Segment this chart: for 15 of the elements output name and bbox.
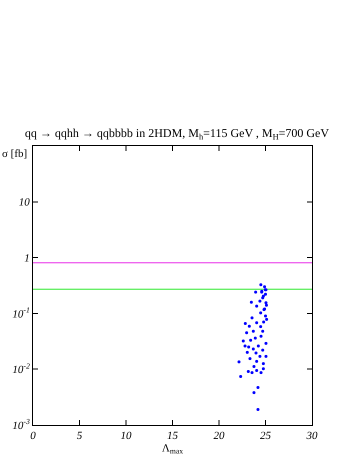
x-tick-label: 10 <box>120 430 132 442</box>
x-tick-label: 20 <box>214 430 225 442</box>
x-tick-label: 15 <box>167 430 178 442</box>
chart-title: qq → qqhh → qqbbbb in 2HDM, M$_{h}$=115 GeV , M$_{H}$=700 GeV <box>24 126 330 142</box>
x-axis-title: Λ$_{max}$ <box>162 442 184 456</box>
x-tick-label: 5 <box>76 430 83 442</box>
x-tick-label: 30 <box>306 430 318 442</box>
y-tick-label: 1 <box>24 252 30 264</box>
x-tick-label: 25 <box>260 430 272 442</box>
x-tick-label: 0 <box>30 430 36 442</box>
y-tick-label: 10$^{-1}$ <box>12 306 30 320</box>
y-tick-label: 10 <box>18 196 30 209</box>
y-axis-title: σ [fb] <box>2 148 28 160</box>
y-tick-label: 10$^{-2}$ <box>12 361 30 376</box>
y-tick-label: 10$^{-3}$ <box>12 417 30 432</box>
